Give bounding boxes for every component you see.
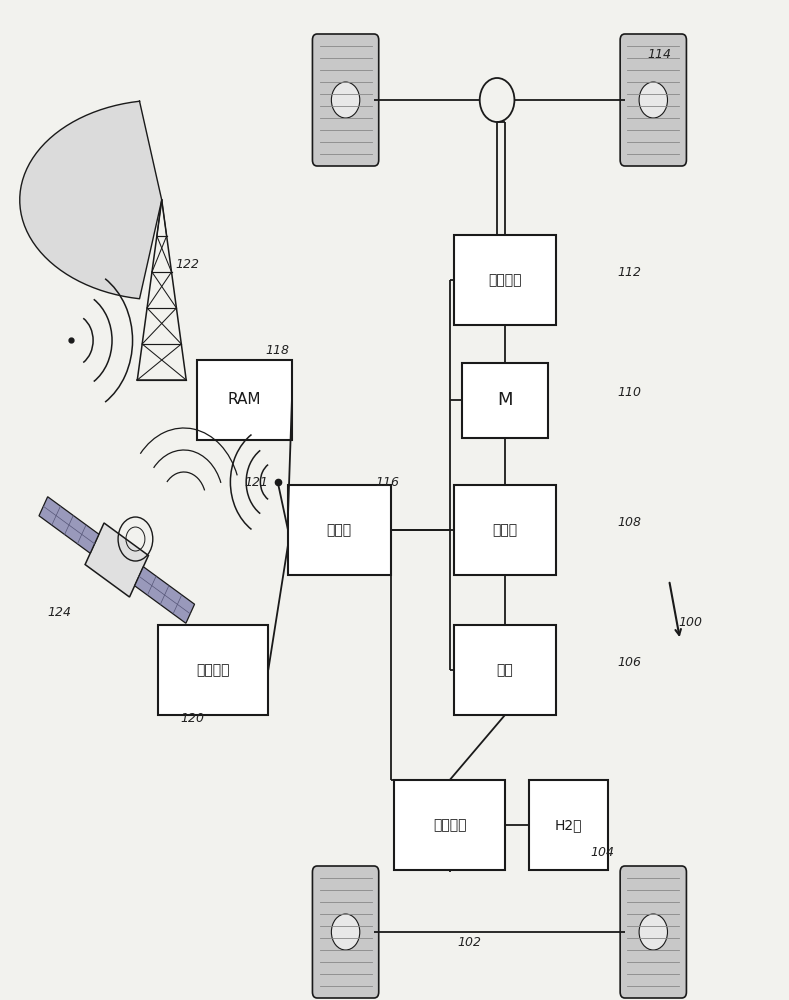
Text: 118: 118 [265, 344, 289, 357]
Bar [288, 485, 391, 575]
Text: 控制器: 控制器 [327, 523, 352, 537]
Polygon shape [135, 567, 195, 623]
Text: RAM: RAM [228, 392, 261, 408]
FancyBboxPatch shape [312, 34, 379, 166]
FancyBboxPatch shape [620, 34, 686, 166]
Circle shape [331, 82, 360, 118]
Text: 用户接口: 用户接口 [196, 663, 230, 677]
Circle shape [639, 82, 667, 118]
Text: 114: 114 [647, 48, 671, 62]
Bar [197, 360, 292, 440]
FancyBboxPatch shape [620, 866, 686, 998]
Text: 120: 120 [180, 712, 204, 724]
Text: 燃料电池: 燃料电池 [433, 818, 466, 832]
Text: 102: 102 [458, 936, 481, 948]
Text: 100: 100 [679, 615, 702, 629]
Text: 122: 122 [175, 258, 199, 271]
Bar [158, 625, 268, 715]
Text: M: M [497, 391, 513, 409]
Polygon shape [39, 497, 99, 553]
Text: 逆变器: 逆变器 [492, 523, 518, 537]
Text: 110: 110 [617, 385, 641, 398]
Text: H2罐: H2罐 [555, 818, 581, 832]
Text: 104: 104 [590, 846, 614, 858]
Bar [454, 235, 556, 325]
Bar [394, 780, 505, 870]
Bar [462, 362, 548, 438]
Text: 传动装置: 传动装置 [488, 273, 522, 287]
Text: 116: 116 [376, 476, 399, 488]
Bar [454, 625, 556, 715]
Bar [529, 780, 608, 870]
Text: 电池: 电池 [496, 663, 514, 677]
Text: 106: 106 [617, 656, 641, 668]
Bar [454, 485, 556, 575]
Polygon shape [85, 523, 148, 597]
FancyBboxPatch shape [312, 866, 379, 998]
Text: 121: 121 [245, 476, 268, 488]
Text: 108: 108 [617, 516, 641, 528]
Circle shape [331, 914, 360, 950]
Text: 112: 112 [617, 265, 641, 278]
Circle shape [639, 914, 667, 950]
Text: 124: 124 [47, 605, 71, 618]
Polygon shape [20, 101, 162, 299]
